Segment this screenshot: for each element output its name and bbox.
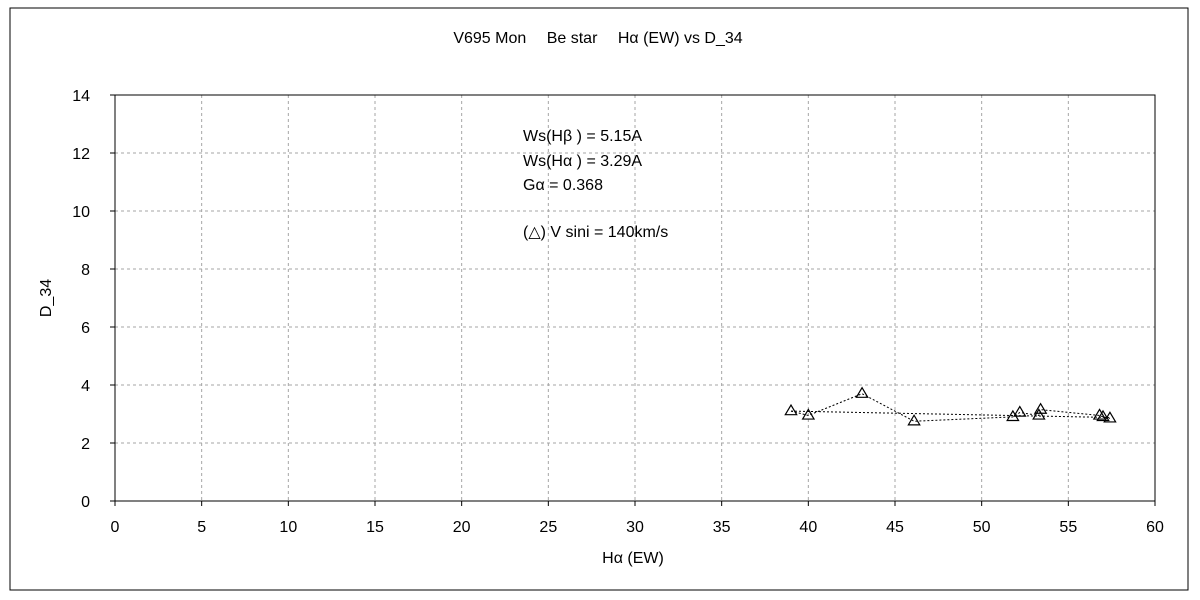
- chart-title: V695 Mon Be star Hα (EW) vs D_34: [453, 30, 742, 47]
- data-point-triangle: [1033, 402, 1048, 414]
- annotation-g-alpha: Gα = 0.368: [523, 177, 603, 194]
- data-point-triangle: [907, 414, 921, 426]
- data-point-triangle: [1103, 411, 1117, 423]
- annotation-box: Ws(Hβ ) = 5.15A Ws(Hα ) = 3.29A Gα = 0.3…: [523, 128, 668, 241]
- annotation-ws-halpha: Ws(Hα ) = 3.29A: [523, 153, 642, 170]
- x-tick-label: 55: [1059, 519, 1077, 536]
- y-axis-label: D_34: [38, 279, 55, 317]
- data-point-triangle: [801, 408, 816, 420]
- data-point-triangle: [1032, 408, 1046, 420]
- y-tick-label: 10: [72, 204, 90, 221]
- y-tick-label: 14: [72, 88, 90, 105]
- trend-line: [790, 410, 1110, 418]
- annotation-vsini: (△) V sini = 140km/s: [523, 224, 668, 241]
- data-point-triangle: [1013, 405, 1027, 417]
- data-point-triangle: [784, 403, 798, 416]
- grid-lines: [115, 95, 1155, 501]
- series-line: [790, 393, 1111, 422]
- chart-frame: [9, 7, 1189, 591]
- x-tick-label: 25: [539, 519, 557, 536]
- x-axis-label: Hα (EW): [602, 550, 664, 567]
- y-tick-label: 12: [72, 146, 90, 163]
- x-tick-label: 10: [279, 519, 297, 536]
- x-tick-label: 30: [626, 519, 644, 536]
- x-tick-label: 50: [973, 519, 991, 536]
- x-tick-label: 60: [1146, 519, 1164, 536]
- data-point-triangle: [1096, 409, 1110, 422]
- x-tick-labels: 0 5 10 15 20 25 30 35 40 45 50 55 60: [111, 501, 1164, 536]
- y-tick-label: 2: [81, 436, 90, 453]
- x-tick-label: 5: [197, 519, 206, 536]
- y-tick-labels: 0 2 4 6 8 10 12 14: [72, 88, 115, 511]
- y-tick-label: 4: [81, 378, 90, 395]
- data-point-triangle: [1092, 408, 1107, 420]
- data-point-triangle: [855, 386, 869, 398]
- x-tick-label: 0: [111, 519, 120, 536]
- annotation-ws-hbeta: Ws(Hβ ) = 5.15A: [523, 128, 642, 145]
- x-tick-label: 35: [713, 519, 731, 536]
- x-tick-label: 45: [886, 519, 904, 536]
- y-tick-label: 6: [81, 320, 90, 337]
- x-tick-label: 15: [366, 519, 384, 536]
- y-tick-label: 0: [81, 494, 90, 511]
- x-tick-label: 40: [799, 519, 817, 536]
- x-tick-label: 20: [453, 519, 471, 536]
- y-tick-label: 8: [81, 262, 90, 279]
- data-series: [784, 386, 1117, 426]
